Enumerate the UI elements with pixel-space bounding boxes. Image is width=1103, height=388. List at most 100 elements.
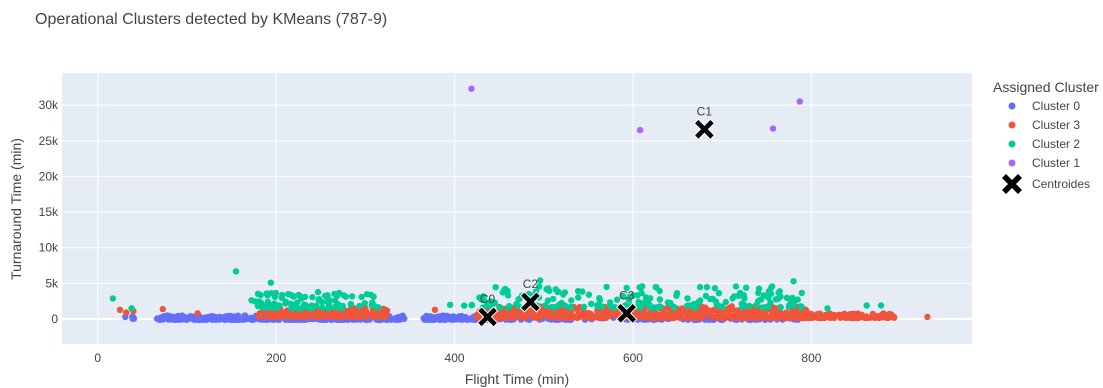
- data-point: [505, 304, 512, 311]
- data-point: [171, 316, 178, 323]
- data-point: [583, 311, 590, 319]
- data-point: [334, 300, 342, 308]
- data-point: [777, 304, 784, 311]
- data-point: [225, 314, 233, 321]
- data-point: [790, 278, 797, 285]
- data-point: [685, 308, 692, 315]
- data-point: [181, 313, 188, 321]
- data-point: [165, 315, 172, 323]
- data-point: [290, 293, 298, 300]
- data-point: [824, 305, 831, 312]
- data-point: [288, 305, 295, 312]
- data-point: [461, 302, 468, 309]
- data-point: [646, 295, 654, 302]
- data-point: [703, 284, 711, 291]
- data-point: [296, 292, 303, 299]
- data-point: [613, 296, 621, 303]
- data-point: [489, 301, 496, 309]
- data-point: [356, 302, 363, 310]
- data-point: [450, 316, 457, 323]
- data-point: [339, 305, 346, 312]
- data-point: [381, 308, 388, 315]
- data-point: [924, 313, 931, 321]
- data-point: [495, 314, 503, 322]
- legend-item[interactable]: Cluster 0: [1008, 99, 1081, 113]
- data-point: [660, 309, 667, 316]
- legend-item[interactable]: Centroides: [1002, 174, 1090, 194]
- data-point: [573, 305, 580, 313]
- legend-label: Cluster 3: [1032, 118, 1080, 132]
- data-point: [267, 304, 274, 312]
- data-point: [515, 296, 522, 303]
- data-point: [656, 296, 664, 303]
- data-point: [636, 284, 643, 291]
- data-point: [480, 297, 488, 304]
- data-point: [544, 285, 552, 292]
- data-point: [554, 288, 561, 296]
- data-point: [504, 287, 511, 295]
- data-point: [361, 300, 368, 307]
- data-point: [302, 301, 309, 309]
- data-point: [159, 305, 166, 313]
- y-tick-label: 0: [51, 312, 58, 326]
- x-tick-label: 600: [623, 351, 643, 365]
- legend-marker: [1008, 102, 1016, 110]
- centroid-marker: [693, 118, 716, 141]
- y-tick-label: 10k: [39, 241, 59, 255]
- data-point: [722, 298, 729, 306]
- data-point: [735, 314, 742, 321]
- legend-item[interactable]: Cluster 3: [1008, 118, 1081, 132]
- data-point: [765, 288, 773, 295]
- data-point: [807, 314, 815, 322]
- data-point: [109, 295, 117, 302]
- data-point: [258, 300, 265, 307]
- data-point: [789, 313, 796, 320]
- data-point: [459, 313, 466, 321]
- data-point: [671, 304, 678, 311]
- legend-item[interactable]: Cluster 1: [1008, 156, 1081, 170]
- data-point: [282, 300, 289, 307]
- data-point: [561, 302, 569, 309]
- y-axis-ticks: 0 5k 10k 15k 20k 25k 30k: [39, 98, 59, 326]
- data-point: [587, 310, 595, 318]
- data-point: [484, 301, 491, 309]
- data-point: [798, 289, 805, 297]
- data-point: [518, 314, 525, 321]
- data-point: [242, 315, 249, 322]
- data-point: [284, 311, 292, 318]
- data-point: [530, 312, 537, 319]
- data-point: [580, 303, 588, 311]
- data-point: [594, 312, 601, 320]
- data-point: [728, 314, 735, 321]
- data-point: [555, 312, 562, 319]
- data-point: [311, 313, 318, 320]
- data-point: [309, 293, 316, 301]
- data-point: [588, 300, 595, 307]
- data-point: [336, 312, 344, 320]
- data-point: [549, 295, 557, 303]
- data-point: [273, 312, 280, 319]
- data-point: [726, 304, 733, 312]
- data-point: [789, 308, 796, 315]
- data-point: [595, 303, 602, 310]
- data-point: [712, 298, 720, 305]
- data-point: [537, 277, 544, 284]
- data-point: [758, 309, 765, 316]
- data-point: [505, 310, 513, 317]
- legend-label: Cluster 1: [1032, 156, 1080, 170]
- data-point: [796, 98, 803, 105]
- data-point: [603, 283, 610, 291]
- data-point: [465, 315, 472, 323]
- legend-item[interactable]: Cluster 2: [1008, 137, 1081, 151]
- data-point: [294, 299, 301, 306]
- data-point: [301, 293, 309, 301]
- data-point: [432, 314, 439, 321]
- centroid-label: C0: [480, 292, 496, 306]
- data-point: [837, 314, 844, 321]
- data-point: [128, 305, 135, 312]
- data-point: [879, 311, 886, 318]
- data-point: [319, 298, 326, 306]
- legend[interactable]: Assigned Cluster Cluster 0 Cluster 3 Clust…: [993, 79, 1099, 194]
- data-point: [562, 312, 570, 319]
- data-point: [585, 291, 593, 298]
